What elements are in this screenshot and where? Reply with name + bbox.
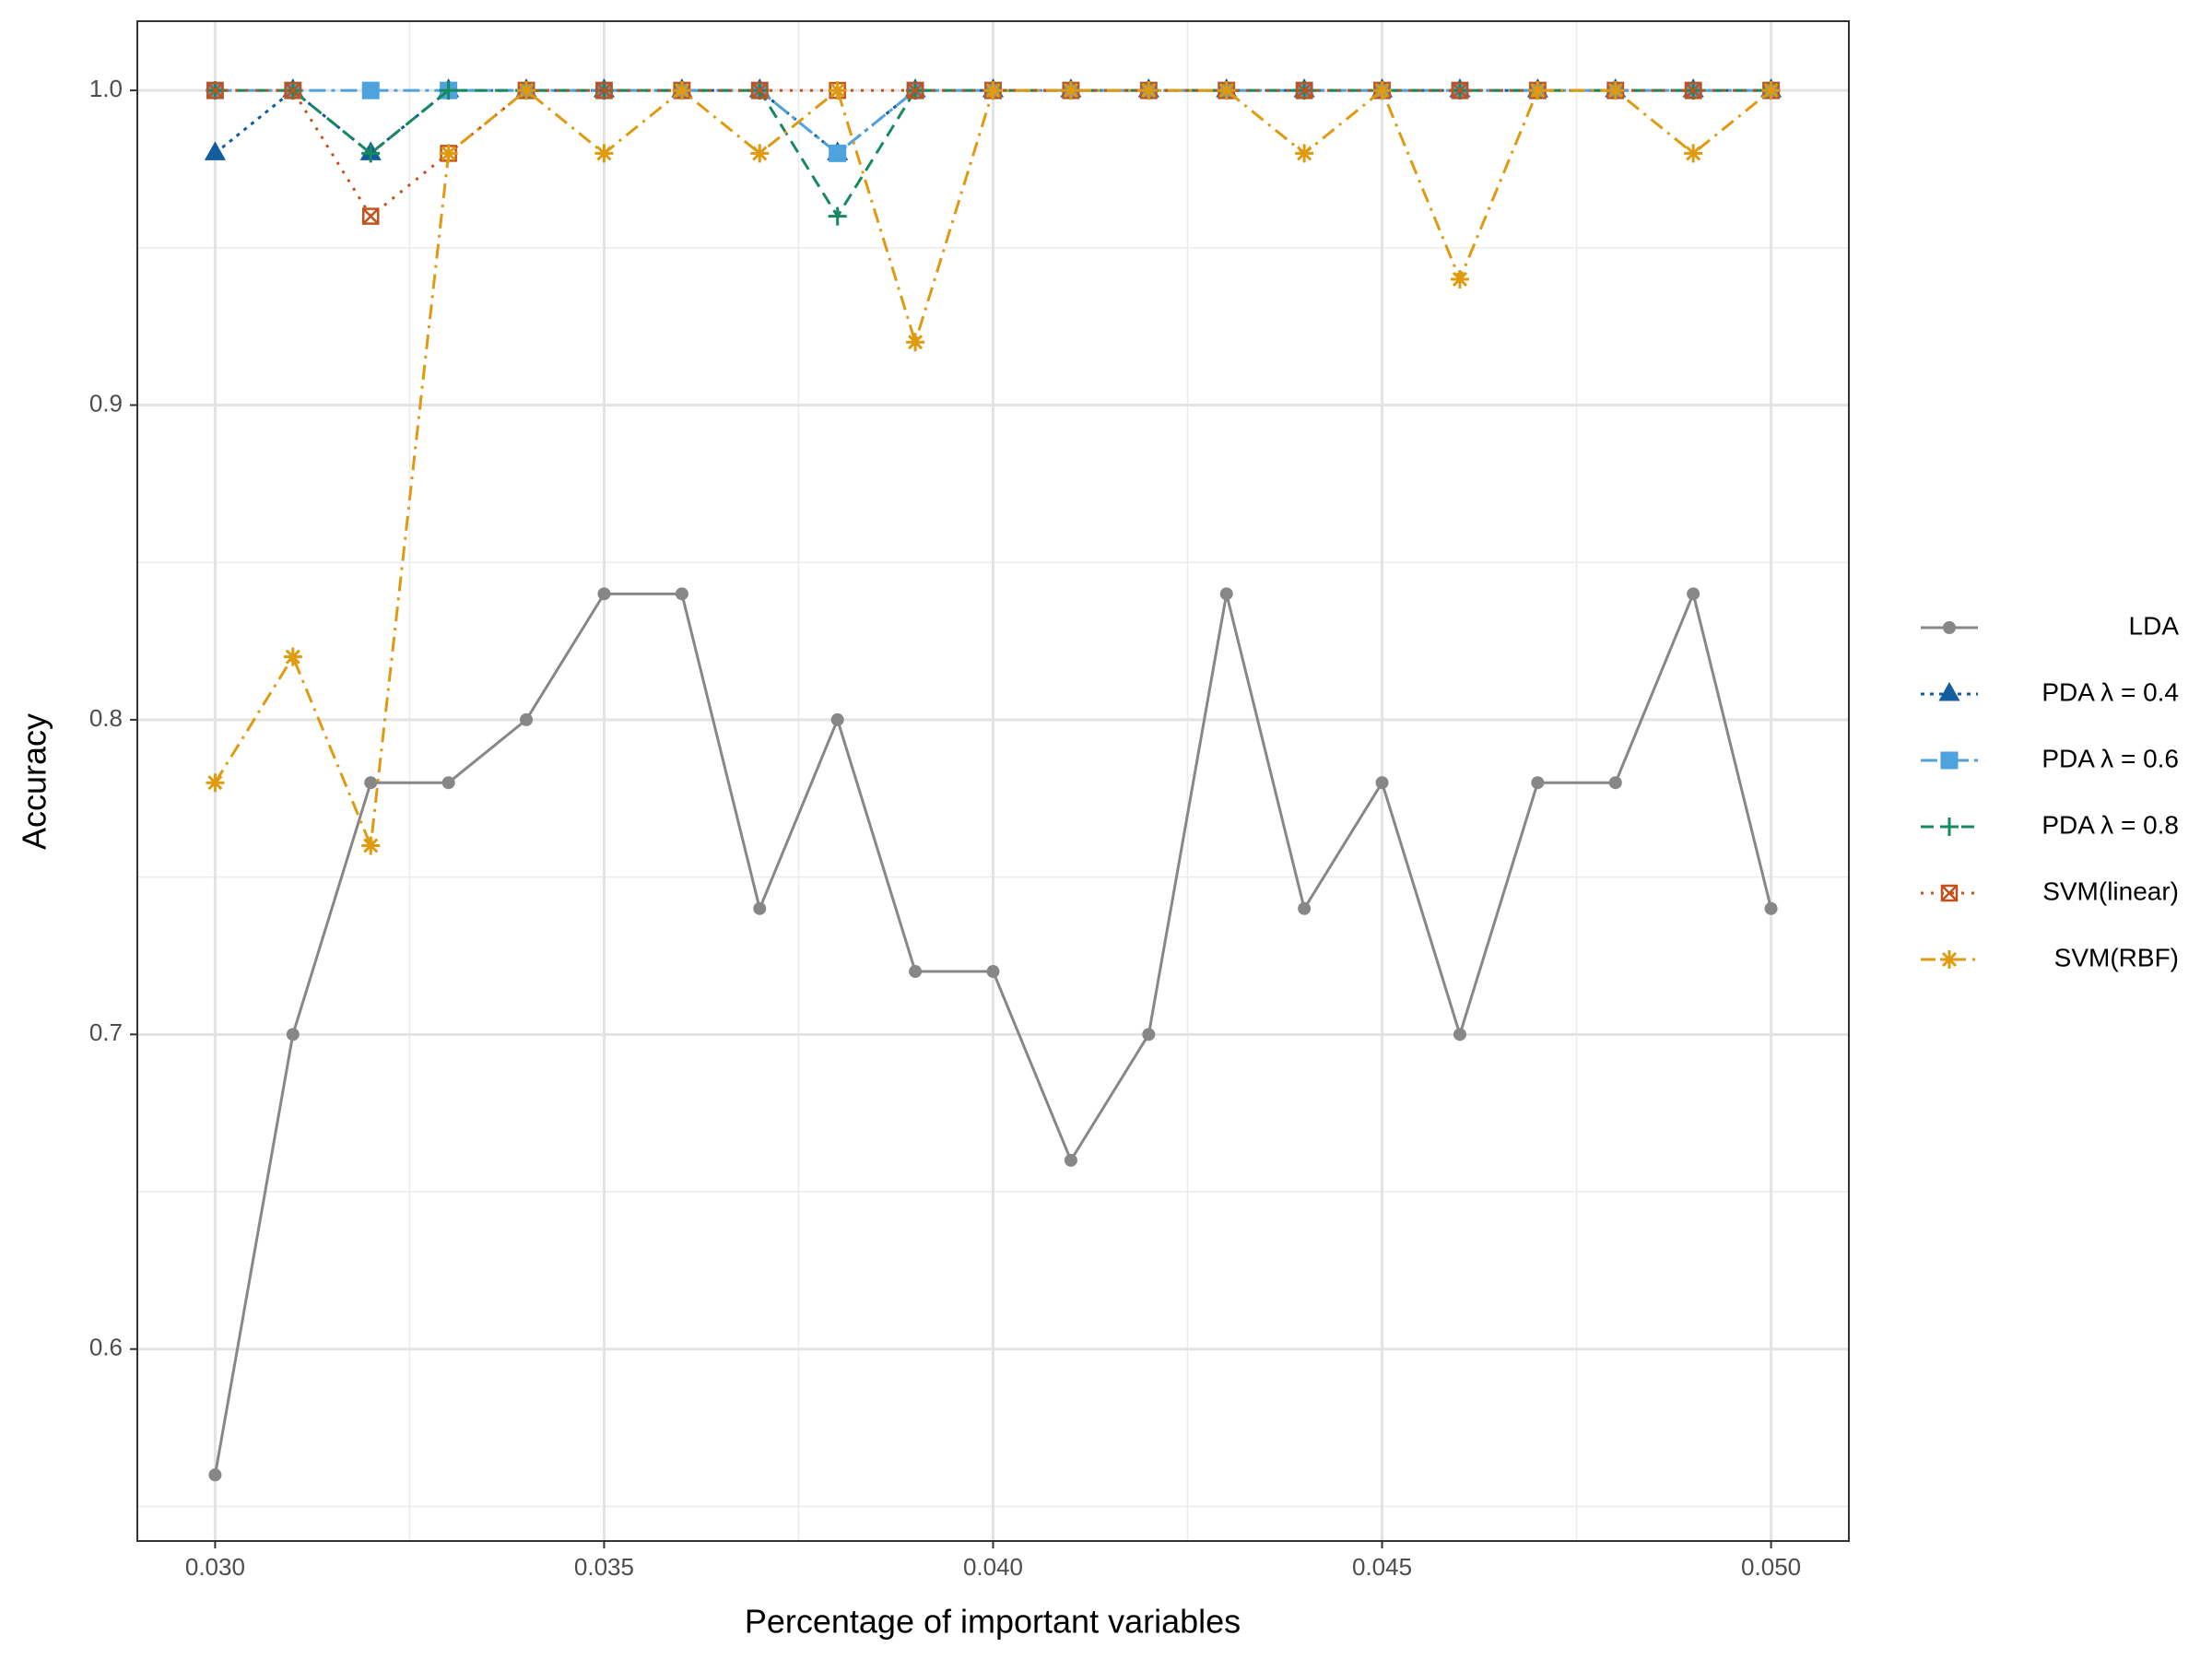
point <box>1064 1153 1077 1167</box>
point <box>361 81 380 100</box>
legend-label: LDA <box>2129 611 2180 640</box>
point <box>672 81 691 100</box>
point <box>361 144 381 163</box>
point <box>1219 587 1233 601</box>
y-tick-label: 1.0 <box>89 75 123 102</box>
point <box>1375 776 1389 790</box>
point <box>828 206 847 226</box>
legend-symbol <box>1940 818 1959 836</box>
point <box>520 712 534 726</box>
point <box>439 144 458 163</box>
point <box>1608 776 1622 790</box>
point <box>364 776 378 790</box>
x-tick-label: 0.035 <box>574 1553 634 1581</box>
point <box>1142 1028 1156 1041</box>
x-tick-label: 0.050 <box>1741 1553 1801 1581</box>
point <box>441 776 455 790</box>
legend-symbol <box>1940 751 1959 770</box>
x-tick-label: 0.030 <box>185 1553 245 1581</box>
point <box>204 141 226 160</box>
point <box>284 81 302 100</box>
point <box>1764 901 1778 915</box>
point <box>750 144 770 163</box>
point <box>1684 81 1702 100</box>
legend-symbol <box>1938 681 1960 701</box>
point <box>1372 81 1392 100</box>
x-tick-label: 0.040 <box>963 1553 1023 1581</box>
point <box>829 144 847 162</box>
point <box>906 333 925 352</box>
point <box>1531 776 1545 790</box>
point <box>1061 81 1080 100</box>
point <box>1453 1028 1466 1041</box>
point <box>283 647 302 666</box>
point <box>753 901 767 915</box>
point <box>1139 81 1159 100</box>
x-axis-title: Percentage of important variables <box>745 1603 1241 1641</box>
legend-symbol <box>1943 621 1956 634</box>
point <box>1761 81 1781 100</box>
y-tick-label: 0.9 <box>89 389 123 417</box>
point <box>1684 144 1703 163</box>
point <box>909 965 923 979</box>
point <box>1451 81 1469 100</box>
point <box>206 773 225 793</box>
legend-symbol <box>1940 884 1959 902</box>
legend-label: PDA λ = 0.8 <box>2041 810 2179 839</box>
point <box>597 587 611 601</box>
legend-label: PDA λ = 0.6 <box>2041 744 2179 772</box>
point <box>1298 901 1312 915</box>
y-tick-label: 0.7 <box>89 1018 123 1046</box>
point <box>1295 144 1314 163</box>
legend-label: PDA λ = 0.4 <box>2041 677 2179 706</box>
point <box>594 144 614 163</box>
legend-symbol <box>1940 950 1959 969</box>
point <box>361 207 380 225</box>
point <box>208 1468 222 1482</box>
point <box>983 81 1003 100</box>
point <box>517 81 536 100</box>
point <box>439 81 458 100</box>
point <box>1606 81 1625 100</box>
point <box>986 965 1000 979</box>
point <box>1450 269 1469 288</box>
point <box>1687 587 1700 601</box>
legend-label: SVM(linear) <box>2042 877 2179 905</box>
point <box>1217 81 1236 100</box>
point <box>751 81 769 100</box>
y-tick-label: 0.6 <box>89 1334 123 1361</box>
x-tick-label: 0.045 <box>1352 1553 1412 1581</box>
point <box>906 81 924 100</box>
point <box>828 81 847 100</box>
plot-border <box>136 20 1850 1542</box>
point <box>286 1028 300 1041</box>
legend-label: SVM(RBF) <box>2054 943 2179 971</box>
point <box>1295 81 1313 100</box>
point <box>830 712 844 726</box>
y-axis-title: Accuracy <box>16 713 53 850</box>
point <box>675 587 688 601</box>
point <box>595 81 613 100</box>
point <box>1528 81 1547 100</box>
point <box>206 81 224 100</box>
point <box>361 836 381 855</box>
y-tick-label: 0.8 <box>89 704 123 732</box>
